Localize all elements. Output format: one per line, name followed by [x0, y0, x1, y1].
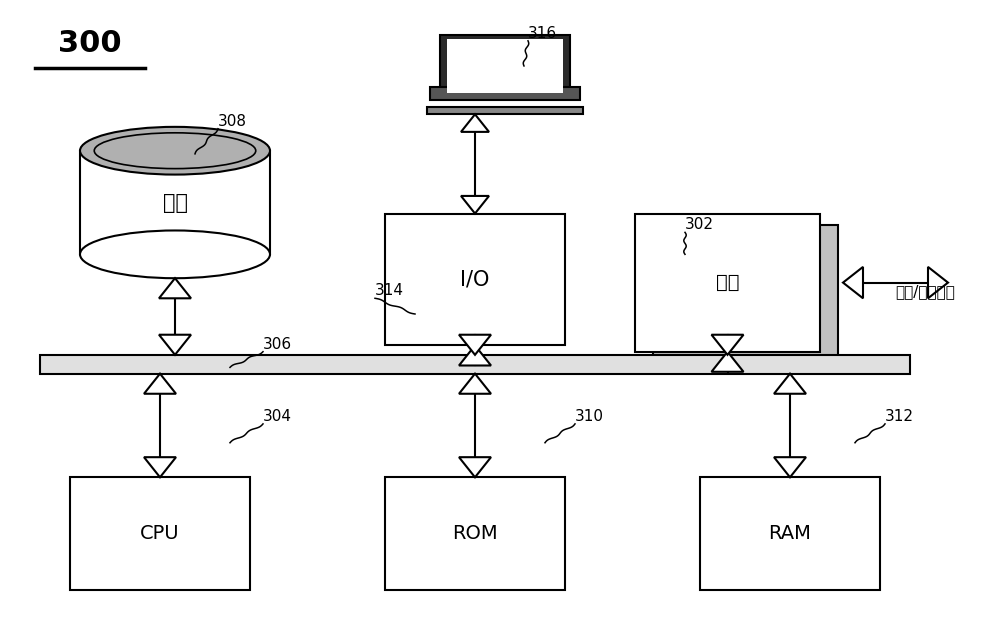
- Bar: [440, 35, 570, 97]
- Bar: [385, 477, 565, 590]
- Text: 308: 308: [218, 114, 247, 129]
- Text: 端口: 端口: [716, 273, 739, 292]
- Bar: [427, 107, 583, 114]
- Polygon shape: [774, 457, 806, 477]
- Text: 314: 314: [375, 283, 404, 298]
- Bar: [70, 477, 250, 590]
- Text: 硬盘: 硬盘: [162, 193, 188, 212]
- Polygon shape: [461, 114, 489, 132]
- Text: ROM: ROM: [452, 524, 498, 543]
- Text: 去往/来自网络: 去往/来自网络: [895, 284, 955, 300]
- Text: I/O: I/O: [460, 269, 490, 290]
- Polygon shape: [144, 374, 176, 394]
- Polygon shape: [144, 457, 176, 477]
- Text: 304: 304: [263, 409, 292, 424]
- Polygon shape: [459, 345, 491, 365]
- Polygon shape: [712, 352, 744, 372]
- Polygon shape: [712, 335, 744, 355]
- Ellipse shape: [80, 127, 270, 175]
- Bar: [40, 355, 910, 374]
- Polygon shape: [159, 278, 191, 298]
- Bar: [385, 214, 565, 345]
- Polygon shape: [461, 196, 489, 214]
- Text: 306: 306: [263, 337, 292, 352]
- Polygon shape: [843, 267, 863, 298]
- Ellipse shape: [80, 230, 270, 278]
- Text: CPU: CPU: [140, 524, 180, 543]
- Text: 316: 316: [528, 26, 557, 41]
- Polygon shape: [459, 335, 491, 355]
- Text: 310: 310: [575, 409, 604, 424]
- Text: 302: 302: [685, 217, 714, 232]
- Bar: [430, 87, 580, 100]
- Bar: [653, 225, 838, 363]
- Text: 312: 312: [885, 409, 914, 424]
- Polygon shape: [459, 374, 491, 394]
- Polygon shape: [459, 457, 491, 477]
- Bar: [700, 477, 880, 590]
- Polygon shape: [159, 335, 191, 355]
- Bar: [635, 214, 820, 352]
- Polygon shape: [928, 267, 948, 298]
- Text: RAM: RAM: [769, 524, 811, 543]
- Text: 300: 300: [58, 30, 122, 58]
- Bar: [447, 39, 563, 93]
- Polygon shape: [774, 374, 806, 394]
